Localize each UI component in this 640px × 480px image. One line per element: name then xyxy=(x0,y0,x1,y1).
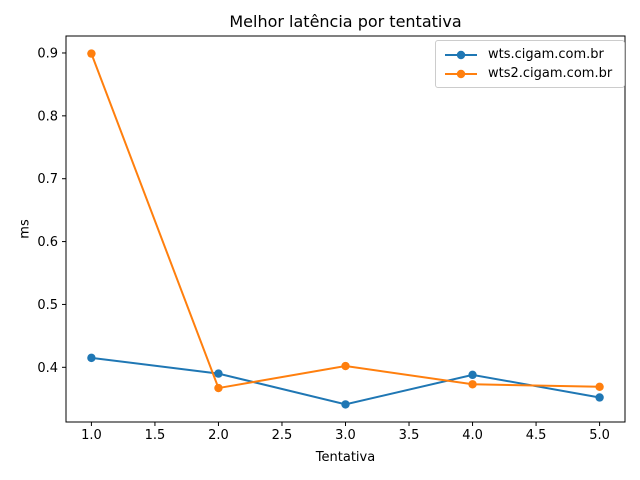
data-point-marker xyxy=(595,382,604,391)
y-tick-label: 0.5 xyxy=(37,298,58,313)
data-point-marker xyxy=(341,361,350,371)
x-tick-label: 3.0 xyxy=(335,428,356,443)
x-tick-label: 3.5 xyxy=(399,428,420,443)
data-point-marker xyxy=(595,393,604,402)
x-tick-label: 5.0 xyxy=(589,428,610,443)
y-tick-label: 0.7 xyxy=(37,172,58,187)
x-tick-label: 2.5 xyxy=(272,428,293,443)
legend-line-marker-icon xyxy=(445,50,477,59)
data-point-marker xyxy=(87,49,96,58)
y-tick-label: 0.9 xyxy=(37,46,58,61)
legend-entry-series-1: wts.cigam.com.br xyxy=(443,45,617,64)
y-tick-label: 0.4 xyxy=(37,361,58,376)
x-tick-label: 2.0 xyxy=(208,428,229,443)
y-tick-label: 0.8 xyxy=(37,109,58,124)
data-point-marker xyxy=(468,370,477,380)
x-tick-label: 1.0 xyxy=(81,428,102,443)
legend-line-marker-icon xyxy=(445,69,477,78)
data-point-marker xyxy=(468,380,477,389)
legend-label-series-1: wts.cigam.com.br xyxy=(488,47,604,62)
data-point-marker xyxy=(214,369,223,378)
x-tick-label: 4.0 xyxy=(462,428,483,443)
x-tick-label: 4.5 xyxy=(526,428,547,443)
legend-entry-series-2: wts2.cigam.com.br xyxy=(443,64,617,83)
data-point-marker xyxy=(214,383,223,393)
data-point-marker xyxy=(341,400,350,409)
data-point-marker xyxy=(87,353,96,363)
x-tick-label: 1.5 xyxy=(145,428,166,443)
legend-label-series-2: wts2.cigam.com.br xyxy=(488,66,613,81)
x-axis-label: Tentativa xyxy=(315,450,376,465)
y-tick-label: 0.6 xyxy=(37,235,58,250)
chart-title: Melhor latência por tentativa xyxy=(229,12,462,31)
y-axis-label: ms xyxy=(17,219,33,239)
series-line-2 xyxy=(90,53,600,390)
legend: wts.cigam.com.br wts2.cigam.com.br xyxy=(435,40,625,88)
